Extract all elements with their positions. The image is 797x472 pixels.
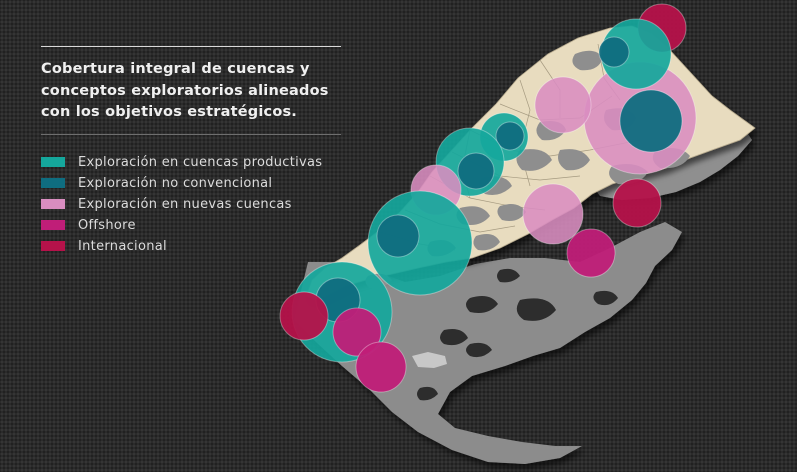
bubble-nuevas	[534, 76, 592, 134]
legend-swatch	[41, 178, 65, 188]
legend-label: Internacional	[78, 238, 167, 254]
legend-swatch	[41, 157, 65, 167]
legend-item: Internacional	[41, 236, 341, 257]
bubble-offshore	[332, 307, 382, 357]
legend-label: Exploración no convencional	[78, 175, 273, 191]
title-divider	[41, 133, 341, 135]
bubble-nuevas	[522, 183, 584, 245]
legend-label: Offshore	[78, 217, 136, 233]
map-title: Cobertura integral de cuencas y concepto…	[41, 61, 329, 120]
legend-label: Exploración en cuencas productivas	[78, 154, 323, 170]
legend-item: Exploración no convencional	[41, 173, 341, 194]
bubble-no-convencional	[619, 89, 683, 153]
legend-item: Exploración en cuencas productivas	[41, 152, 341, 173]
legend: Exploración en cuencas productivas Explo…	[41, 152, 341, 257]
bubble-internacional	[612, 178, 662, 228]
legend-swatch	[41, 199, 65, 209]
legend-panel: Cobertura integral de cuencas y concepto…	[41, 46, 341, 257]
shelf-gaps	[417, 268, 618, 401]
legend-item: Exploración en nuevas cuencas	[41, 194, 341, 215]
bubble-no-convencional	[598, 36, 630, 68]
bubble-no-convencional	[495, 121, 525, 151]
legend-swatch	[41, 220, 65, 230]
top-divider	[41, 46, 341, 47]
legend-swatch	[41, 241, 65, 251]
bubble-no-convencional	[376, 214, 420, 258]
bubble-offshore	[566, 228, 616, 278]
legend-label: Exploración en nuevas cuencas	[78, 196, 292, 212]
island	[412, 352, 447, 368]
bubble-offshore	[355, 341, 407, 393]
basin-bubbles	[279, 3, 697, 393]
bubble-internacional	[279, 291, 329, 341]
bubble-no-convencional	[457, 152, 495, 190]
legend-item: Offshore	[41, 215, 341, 236]
